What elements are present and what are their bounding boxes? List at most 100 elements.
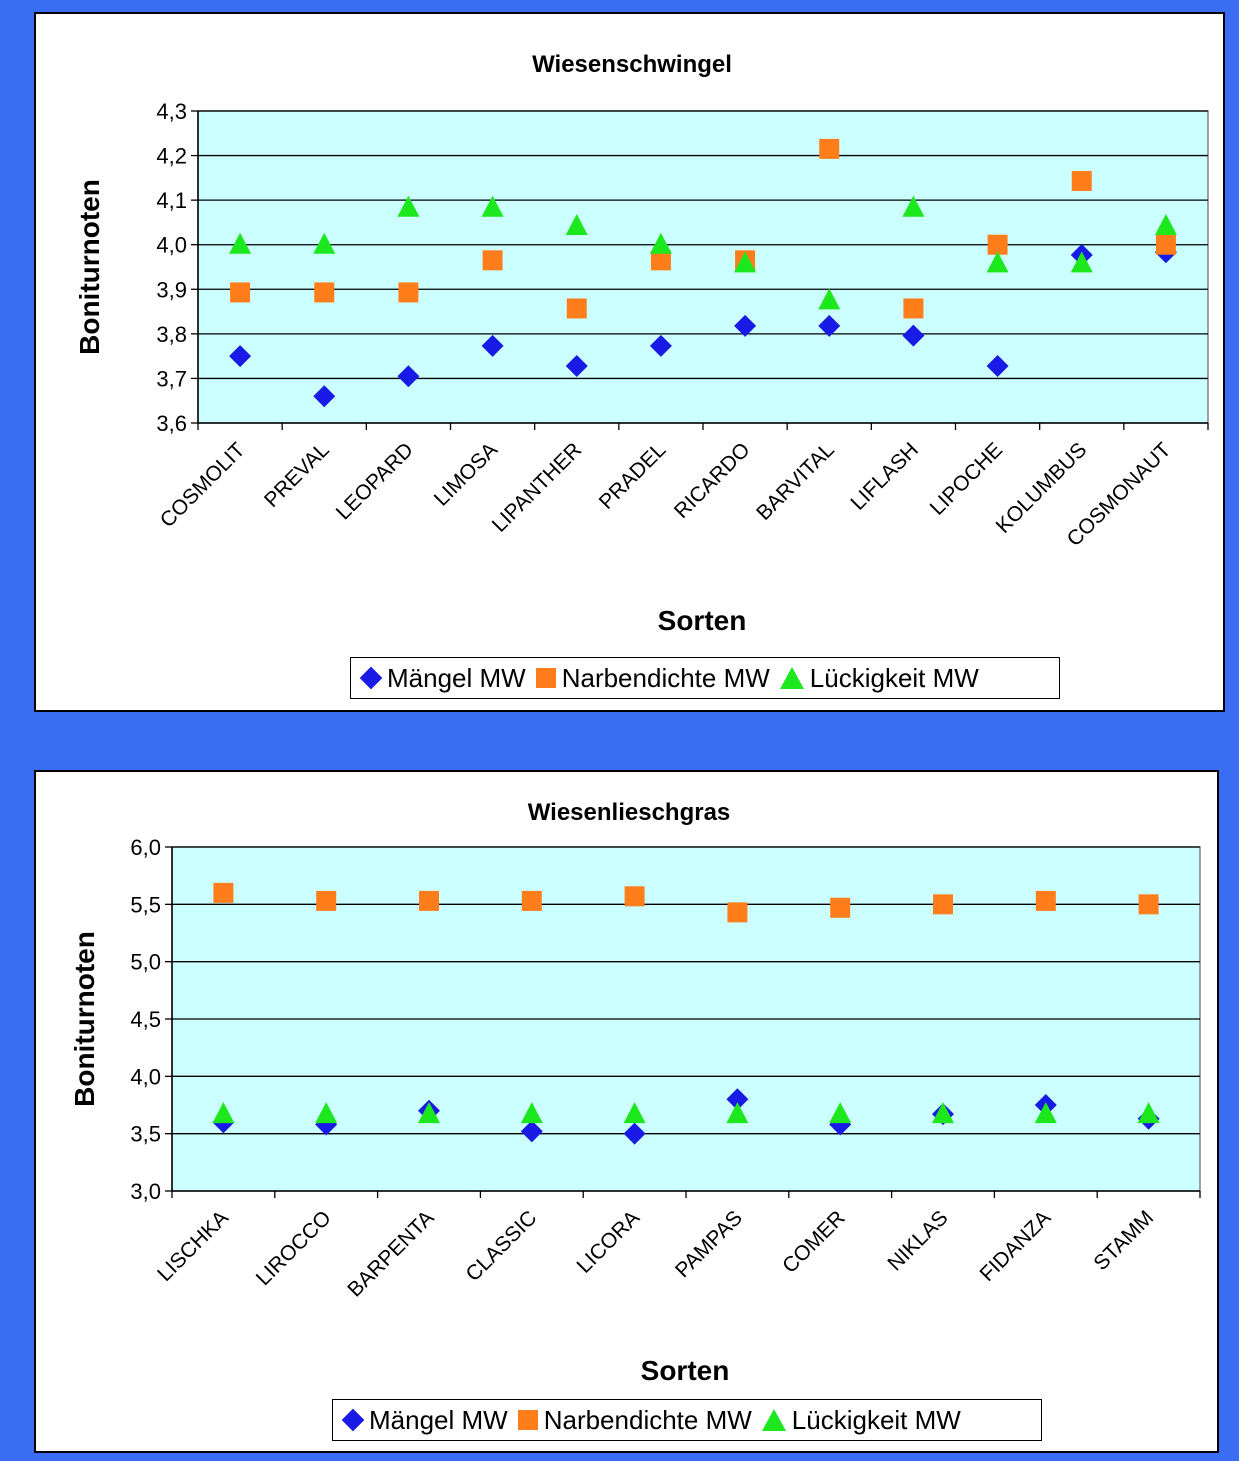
legend-item-maengel: Mängel MW [359, 663, 526, 694]
legend-item-maengel: Mängel MW [341, 1405, 508, 1436]
chart-wiesenlieschgras-svg: 3,0 3,5 4,0 4,5 5,0 5,5 6,0 LISCHKA LIROCCO BARPE… [69, 799, 1201, 1386]
x-tick-label-lirocco: LIROCCO [252, 1206, 336, 1290]
narbendichte-mw-point-kolumbus [1071, 170, 1092, 191]
narbendichte-mw-point-barvital [819, 138, 840, 159]
lueckigkeit-mw-point-leopard [397, 195, 420, 217]
maengel-mw-point-lipanther [565, 354, 588, 377]
narbendichte-mw-point-licora [624, 886, 645, 907]
maengel-mw-point-liflash [902, 324, 925, 347]
x-tick-label-lischka: LISCHKA [153, 1206, 233, 1286]
narbendichte-mw-point-classic [521, 890, 542, 911]
y-tick-label: 3,0 [130, 1179, 161, 1204]
y-axis-title: Boniturnoten [69, 931, 100, 1107]
narbendichte-mw-point-stamm [1138, 894, 1159, 915]
x-tick-label-lipanther: LIPANTHER [488, 438, 587, 537]
lueckigkeit-mw-point-liflash [902, 195, 925, 217]
y-tick-label: 3,8 [156, 322, 187, 347]
lueckigkeit-mw-point-pradel [649, 232, 672, 254]
x-tick-label-limosa: LIMOSA [430, 438, 502, 510]
chart-title: Wiesenlieschgras [528, 799, 731, 826]
y-tick-label: 3,7 [156, 366, 187, 391]
lueckigkeit-mw-point-lischka [212, 1102, 235, 1124]
maengel-mw-point-limosa [481, 334, 504, 357]
narbendichte-mw-point-fidanza [1035, 890, 1056, 911]
narbendichte-mw-point-lipanther [566, 298, 587, 319]
legend-label-lueckigkeit: Lückigkeit MW [791, 1404, 961, 1435]
x-tick-label-lipoche: LIPOCHE [926, 438, 1007, 519]
square-marker-icon [535, 668, 556, 688]
plot-area [197, 110, 1209, 424]
narbendichte-mw-point-preval [314, 282, 335, 303]
lueckigkeit-mw-point-limosa [481, 195, 504, 217]
legend-item-lueckigkeit: Lückigkeit MW [779, 663, 979, 694]
lueckigkeit-mw-point-cosmolit [229, 232, 252, 254]
y-tick-label: 3,9 [156, 277, 187, 302]
maengel-mw-point-preval [313, 385, 336, 408]
y-tick-label: 4,5 [130, 1007, 161, 1032]
narbendichte-mw-point-cosmolit [230, 282, 251, 303]
x-tick-label-licora: LICORA [573, 1206, 645, 1278]
maengel-mw-point-pampas [726, 1088, 749, 1111]
x-tick-label-niklas: NIKLAS [883, 1206, 952, 1275]
lueckigkeit-mw-point-barpenta [418, 1102, 440, 1124]
narbendichte-mw-point-leopard [398, 282, 419, 303]
y-tick-label: 4,1 [156, 188, 187, 213]
narbendichte-mw-point-pradel [650, 250, 671, 271]
narbendichte-mw-point-liflash [903, 298, 924, 319]
x-tick-label-pradel: PRADEL [595, 438, 671, 514]
x-tick-label-liflash: LIFLASH [846, 438, 923, 515]
chart-legend: Mängel MW Narbendichte MW Lückigkeit MW [332, 1399, 1042, 1441]
lueckigkeit-mw-point-lipanther [565, 213, 588, 235]
triangle-marker-icon [761, 1409, 786, 1431]
maengel-mw-point-licora [623, 1122, 646, 1145]
chart-legend: Mängel MW Narbendichte MW Lückigkeit MW [350, 657, 1060, 699]
x-tick-label-cosmolit: COSMOLIT [156, 438, 250, 532]
x-tick-label-comer: COMER [778, 1206, 850, 1278]
x-tick-label-classic: CLASSIC [462, 1206, 542, 1286]
legend-label-narbendichte: Narbendichte MW [561, 662, 770, 693]
lueckigkeit-mw-point-lirocco [315, 1102, 338, 1124]
diamond-marker-icon [341, 1408, 365, 1432]
x-tick-label-stamm: STAMM [1089, 1206, 1158, 1275]
x-tick-label-leopard: LEOPARD [332, 438, 418, 524]
lueckigkeit-mw-point-comer [829, 1102, 852, 1124]
lueckigkeit-mw-point-licora [623, 1102, 646, 1124]
narbendichte-mw-point-lischka [213, 882, 234, 903]
narbendichte-mw-point-pampas [727, 902, 748, 923]
lueckigkeit-mw-point-stamm [1137, 1102, 1160, 1124]
y-tick-label: 6,0 [130, 835, 161, 860]
legend-item-narbendichte: Narbendichte MW [517, 1405, 752, 1436]
diamond-marker-icon [359, 666, 383, 690]
y-tick-label: 3,6 [156, 411, 187, 436]
lueckigkeit-mw-point-barvital [818, 288, 841, 310]
narbendichte-mw-point-limosa [482, 250, 503, 271]
maengel-mw-point-ricardo [734, 314, 757, 337]
narbendichte-mw-point-lipoche [987, 234, 1008, 255]
y-tick-label: 5,5 [130, 892, 161, 917]
lueckigkeit-mw-point-niklas [932, 1102, 954, 1124]
x-tick-label-pampas: PAMPAS [671, 1206, 747, 1282]
legend-item-narbendichte: Narbendichte MW [535, 662, 770, 694]
lueckigkeit-mw-point-lipoche [986, 251, 1009, 273]
y-tick-label: 4,2 [156, 144, 187, 169]
narbendichte-mw-point-lirocco [316, 890, 337, 911]
lueckigkeit-mw-point-preval [313, 232, 336, 254]
lueckigkeit-mw-point-ricardo [734, 251, 757, 273]
maengel-mw-point-cosmolit [229, 345, 252, 368]
y-tick-label: 4,0 [130, 1064, 161, 1089]
maengel-mw-point-leopard [397, 365, 420, 388]
x-axis-title: Sorten [658, 605, 747, 636]
chart-title: Wiesenschwingel [532, 51, 732, 78]
legend-item-lueckigkeit: Lückigkeit MW [761, 1404, 961, 1436]
legend-label-maengel: Mängel MW [369, 1404, 508, 1435]
y-axis-title: Boniturnoten [74, 179, 105, 355]
chart-wiesenlieschgras: 3,0 3,5 4,0 4,5 5,0 5,5 6,0 LISCHKA LIROCCO BARPE… [34, 770, 1219, 1453]
legend-label-maengel: Mängel MW [387, 662, 526, 693]
lueckigkeit-mw-point-kolumbus [1070, 251, 1093, 273]
chart-wiesenschwingel: 3,6 3,7 3,8 3,9 4,0 4,1 4,2 4,3 COSMOLIT PREVAL LE… [34, 12, 1225, 712]
y-tick-label: 4,3 [156, 99, 187, 124]
x-tick-label-preval: PREVAL [260, 438, 334, 512]
x-tick-label-ricardo: RICARDO [670, 438, 755, 523]
square-marker-icon [517, 1410, 538, 1430]
lueckigkeit-mw-point-classic [520, 1102, 543, 1124]
